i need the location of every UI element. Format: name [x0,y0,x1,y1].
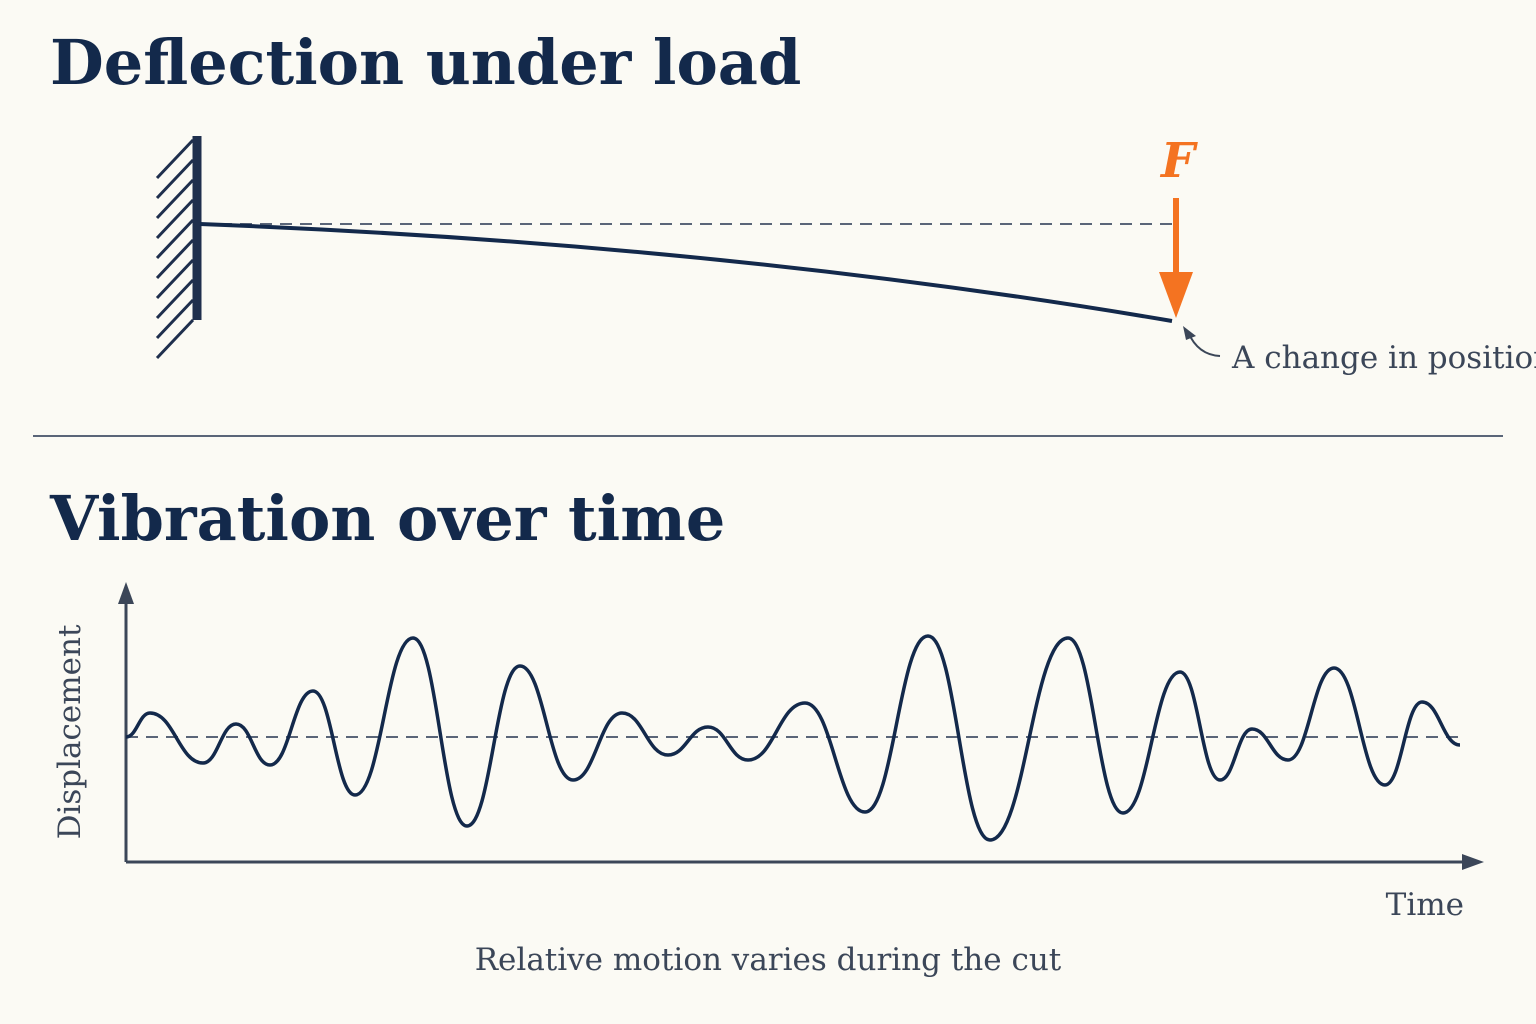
annotation-arrow-head [1183,326,1196,340]
hatch-line [155,318,195,360]
x-axis-label: Time [1386,887,1464,923]
annotation: A change in position [1231,340,1536,376]
hatch-line [155,178,195,220]
y-axis-arrow [118,582,134,604]
y-axis-label: Displacement [52,624,88,839]
beam [199,222,1173,323]
wall-hatching [155,138,195,360]
caption: Relative motion varies during the cut [475,942,1062,978]
hatch-line [155,278,195,320]
section-title: Deflection under load [50,26,801,99]
force-arrow-head [1159,272,1193,318]
hatch-line [155,238,195,280]
x-axis-arrow [1462,854,1484,870]
hatch-line [155,138,195,180]
hatch-line [155,218,195,260]
hatch-line [155,158,195,200]
hatch-line [155,298,195,340]
hatch-line [155,258,195,300]
section-title: Vibration over time [49,482,725,555]
vibration-wave [125,634,1461,842]
force-label: F [1159,133,1198,189]
hatch-line [155,198,195,240]
